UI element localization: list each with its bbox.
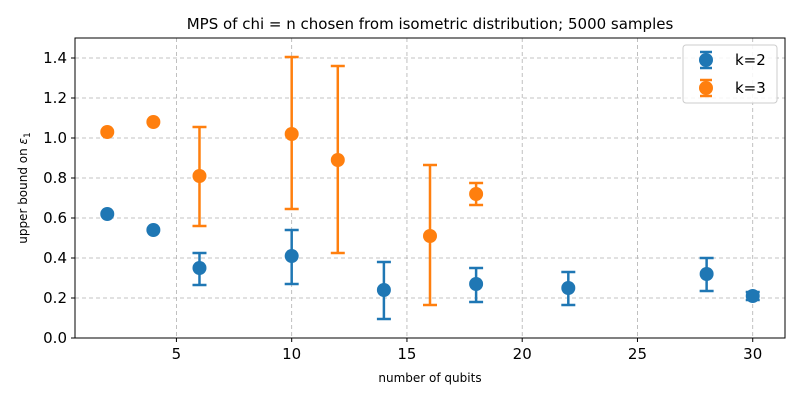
data-point (146, 115, 161, 129)
y-axis-label-symbol: ε (16, 137, 30, 144)
y-axis-label-prefix: upper bound on (16, 144, 30, 243)
chart-title: MPS of chi = n chosen from isometric dis… (187, 15, 674, 33)
data-point (192, 261, 207, 275)
data-point (699, 267, 714, 281)
data-point (745, 289, 760, 303)
legend-label: k=2 (735, 51, 766, 69)
y-tick-label: 1.0 (43, 129, 67, 147)
ticks-layer: 5 10 15 20 25 30 0.0 0.2 0.4 0.6 0.8 1.0 1.2 1.4 (43, 49, 762, 363)
y-tick-label: 0.0 (43, 329, 67, 347)
x-tick-label: 5 (172, 345, 182, 363)
y-tick-label: 1.2 (43, 89, 67, 107)
y-tick-label: 1.4 (43, 49, 67, 67)
legend-marker (699, 81, 713, 95)
y-axis-label-subscript: 1 (23, 132, 33, 138)
y-tick-label: 0.8 (43, 169, 67, 187)
series-k=2 (100, 207, 760, 321)
legend: k=2 k=3 (682, 44, 778, 104)
data-point (146, 223, 161, 237)
x-axis-label: number of qubits (378, 371, 481, 385)
y-tick-label: 0.4 (43, 249, 67, 267)
x-tick-label: 15 (397, 345, 416, 363)
data-point (423, 229, 437, 243)
data-point (100, 207, 115, 221)
data-point (376, 283, 391, 297)
data-point (330, 153, 345, 167)
y-axis-label: upper bound on ε1 (16, 132, 33, 244)
y-tick-label: 0.2 (43, 289, 67, 307)
data-point (192, 169, 207, 183)
x-tick-label: 30 (743, 345, 762, 363)
data-point (284, 249, 299, 263)
plot-frame (74, 37, 786, 339)
data-point (469, 187, 484, 201)
data-point (561, 281, 576, 295)
data-point (100, 125, 115, 139)
legend-label: k=3 (735, 79, 766, 97)
data-point (469, 277, 484, 291)
series-k=3 (100, 55, 484, 307)
data-point (284, 127, 299, 141)
series-layer (100, 55, 760, 321)
y-tick-label: 0.6 (43, 209, 67, 227)
legend-marker (699, 53, 713, 67)
x-tick-label: 10 (282, 345, 301, 363)
x-tick-label: 20 (513, 345, 532, 363)
x-tick-label: 25 (628, 345, 647, 363)
